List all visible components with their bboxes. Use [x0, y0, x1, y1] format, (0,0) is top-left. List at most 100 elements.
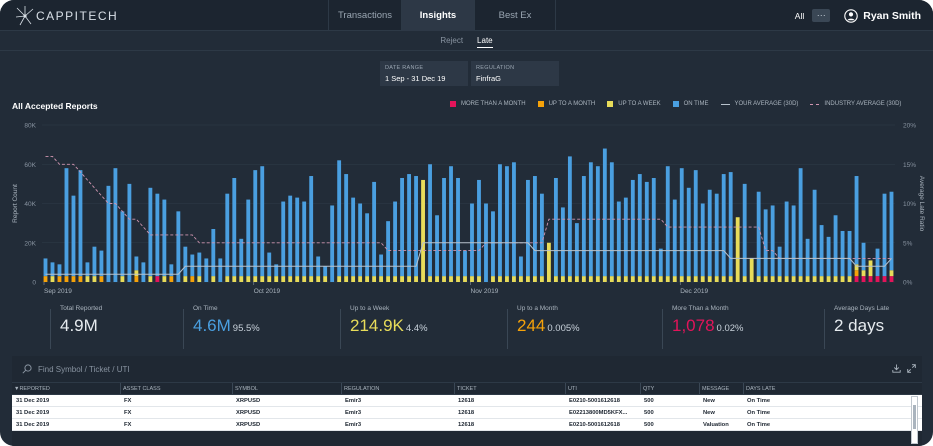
table-search [12, 356, 922, 383]
bar-on-time [190, 254, 195, 277]
bar-up-to-week [50, 276, 55, 282]
divider [50, 309, 51, 349]
bar-up-to-week [623, 276, 628, 282]
legend-swatch [672, 101, 679, 107]
regulation-filter[interactable]: REGULATION FinfraG [471, 61, 559, 86]
bar-up-to-month [99, 276, 104, 282]
tab-insights[interactable]: Insights [401, 0, 474, 31]
bar-more-than-month [868, 276, 873, 282]
bar-up-to-week [791, 276, 796, 282]
search-input[interactable] [38, 364, 238, 374]
bar-up-to-week [658, 276, 663, 282]
subtab-reject[interactable]: Reject [440, 36, 464, 45]
bar-up-to-week [616, 276, 621, 282]
subtab-late[interactable]: Late [477, 34, 493, 48]
bar-on-time [169, 264, 174, 277]
y2-tick-label: 5% [903, 240, 913, 247]
column-days-late[interactable]: DAYS LATE [743, 383, 829, 394]
bar-on-time [351, 197, 356, 277]
top-right: All ··· Ryan Smith [795, 0, 921, 31]
y-tick-label: 0 [32, 280, 36, 287]
bar-on-time [379, 254, 384, 277]
bar-up-to-week [491, 276, 495, 282]
bar-up-to-week [721, 276, 726, 282]
cell-message: New [703, 398, 715, 404]
date-range-filter[interactable]: DATE RANGE 1 Sep - 31 Dec 19 [380, 61, 468, 86]
cell-asset-class: FX [124, 410, 132, 416]
column-asset-class[interactable]: ASSET CLASS [120, 383, 232, 394]
stats-row: Total Reported 4.9M On Time 4.6M 95.5% Up… [0, 305, 933, 353]
tab-best-ex[interactable]: Best Ex [474, 0, 556, 31]
bar-up-to-week [323, 276, 328, 282]
bar-up-to-week [742, 276, 747, 282]
tab-transactions[interactable]: Transactions [328, 0, 401, 31]
legend-up-to-week[interactable]: UP TO A WEEK [607, 101, 661, 107]
bar-on-time [260, 166, 265, 277]
bar-on-time [721, 174, 726, 277]
bar-on-time [204, 258, 209, 282]
bar-up-to-week [470, 276, 474, 282]
y-axis-title: Report Count [12, 184, 19, 223]
bar-on-time [127, 183, 132, 282]
bar-more-than-month [889, 276, 894, 282]
x-tick-label: Oct 2019 [254, 288, 281, 295]
table-row[interactable]: 31 Dec 2019 FX XRPUSD Emir3 12618 E02213… [12, 407, 922, 419]
column-regulation[interactable]: REGULATION [341, 383, 454, 394]
stat-label: Up to a Month [517, 305, 558, 312]
bar-up-to-week [421, 179, 425, 282]
cell-qty: 500 [644, 422, 654, 428]
table-scrollbar[interactable] [911, 396, 918, 444]
column-ticket[interactable]: TICKET [454, 383, 565, 394]
cell-regulation: Emir3 [345, 398, 362, 404]
download-icon[interactable] [892, 364, 901, 373]
bar-up-to-week [770, 276, 775, 282]
bar-up-to-week [442, 276, 446, 282]
legend-your-average[interactable]: YOUR AVERAGE (30D) [720, 101, 798, 107]
scope-selector[interactable]: All [794, 10, 805, 21]
legend-label: UP TO A WEEK [618, 101, 661, 107]
logo[interactable]: CAPPITECH [14, 4, 118, 28]
bar-up-to-week [805, 276, 810, 282]
scroll-thumb[interactable] [913, 405, 916, 429]
column-message[interactable]: MESSAGE [699, 383, 743, 394]
bar-up-to-week [637, 276, 642, 282]
legend-label: INDUSTRY AVERAGE (30D) [824, 101, 902, 107]
cell-ticket: 12618 [458, 410, 475, 416]
cell-uti: E0210-5001612618 [569, 422, 620, 428]
bar-up-to-week [281, 276, 286, 282]
bar-up-to-week [672, 276, 677, 282]
cell-uti: E02213800MD5KFX... [569, 410, 628, 416]
user-name[interactable]: Ryan Smith [863, 9, 921, 22]
bar-on-time [742, 183, 747, 277]
bar-up-to-week [232, 276, 237, 282]
bar-up-to-week [85, 276, 90, 282]
sub-tabs: Reject Late [0, 31, 933, 51]
bar-on-time [728, 172, 733, 277]
bar-on-time [847, 230, 852, 277]
divider [824, 309, 825, 349]
legend-up-to-month[interactable]: UP TO A MONTH [537, 101, 595, 107]
bar-up-to-week [225, 276, 230, 282]
legend-on-time[interactable]: ON TIME [672, 101, 709, 107]
filter-value: 1 Sep - 31 Dec 19 [385, 74, 446, 83]
bar-on-time [218, 258, 223, 282]
bar-on-time [491, 211, 495, 277]
column-uti[interactable]: UTI [565, 383, 640, 394]
table-row[interactable]: 31 Dec 2019 FX XRPUSD Emir3 12618 E0210-… [12, 395, 922, 407]
table-row[interactable]: 31 Dec 2019 FX XRPUSD Emir3 12618 E0210-… [12, 419, 922, 431]
bar-on-time [588, 162, 593, 277]
legend-more-than-month[interactable]: MORE THAN A MONTH [450, 101, 526, 107]
column-qty[interactable]: QTY [640, 383, 699, 394]
table-actions [892, 364, 916, 373]
divider [183, 309, 184, 349]
expand-icon[interactable] [907, 364, 916, 373]
bar-on-time [386, 221, 391, 277]
legend-industry-average[interactable]: INDUSTRY AVERAGE (30D) [810, 101, 901, 107]
more-button[interactable]: ··· [812, 9, 831, 22]
bar-up-to-week [344, 276, 349, 282]
stat-label: Total Reported [60, 305, 103, 312]
stat-label: Up to a Week [350, 305, 390, 312]
column-reported[interactable]: ▼REPORTED [14, 386, 50, 392]
bar-up-to-week [414, 276, 418, 282]
column-symbol[interactable]: SYMBOL [232, 383, 341, 394]
